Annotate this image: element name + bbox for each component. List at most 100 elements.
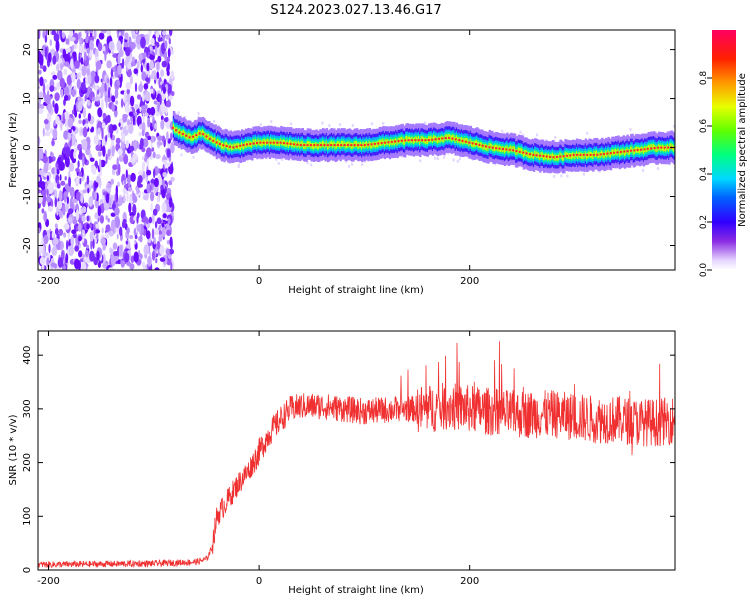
heatmap-ridge-cell bbox=[647, 144, 650, 151]
heatmap-noise-cell bbox=[67, 216, 73, 223]
heatmap-ridge-cell bbox=[483, 144, 486, 150]
heatmap-noise-cell bbox=[91, 184, 94, 189]
heatmap-ridge-cell bbox=[210, 135, 213, 142]
heatmap-noise-cell bbox=[94, 85, 98, 91]
heatmap-ridge-cell bbox=[335, 142, 338, 149]
heatmap-ridge-cell bbox=[217, 138, 219, 145]
heatmap-ridge-peak bbox=[410, 139, 414, 142]
heatmap-ridge-cell bbox=[460, 137, 463, 143]
heatmap-ridge-cell bbox=[386, 139, 389, 146]
heatmap-ridge-peak bbox=[565, 154, 569, 157]
heatmap-ridge-cell bbox=[491, 143, 493, 150]
heatmap-ridge-cell bbox=[301, 140, 304, 147]
heatmap-ridge-cell bbox=[297, 140, 300, 147]
heatmap-ridge-peak bbox=[377, 142, 380, 145]
heatmap-ridge-cell bbox=[560, 153, 563, 160]
heatmap-noise-cell bbox=[81, 215, 86, 222]
heatmap-noise-cell bbox=[144, 112, 149, 117]
heatmap-ridge-peak bbox=[639, 148, 643, 151]
heatmap-ridge-cell bbox=[285, 141, 287, 148]
heatmap-noise-cell bbox=[50, 71, 56, 76]
snr-panel: -200 0 200 0 100 200 300 400 Height of straight… bbox=[8, 330, 676, 596]
heatmap-ridge-cell bbox=[239, 144, 242, 151]
heatmap-noise-cell bbox=[127, 186, 133, 192]
heatmap-noise-cell bbox=[129, 263, 135, 270]
heatmap-ridge-cell bbox=[404, 138, 406, 145]
heatmap-ridge-peak bbox=[242, 143, 245, 147]
heatmap-ridge-peak bbox=[356, 143, 360, 147]
heatmap-ridge-cell bbox=[554, 154, 557, 161]
heatmap-noise-cell bbox=[213, 119, 216, 123]
heatmap-ridge-cell bbox=[374, 141, 377, 148]
snr-series-line bbox=[38, 341, 675, 569]
heatmap-noise-cell bbox=[87, 86, 91, 94]
heatmap-noise-cell bbox=[77, 143, 83, 151]
heatmap-noise-cell bbox=[139, 137, 144, 150]
heatmap-noise-cell bbox=[68, 162, 74, 172]
heatmap-noise-cell bbox=[53, 33, 60, 42]
heatmap-ridge-peak bbox=[212, 139, 215, 143]
heatmap-noise-cell bbox=[116, 233, 119, 240]
heatmap-ridge-cell bbox=[439, 136, 442, 143]
heatmap-ridge-cell bbox=[401, 136, 404, 143]
heatmap-noise-cell bbox=[148, 108, 151, 114]
heatmap-noise-cell bbox=[112, 164, 118, 171]
heatmap-noise-cell bbox=[109, 76, 113, 88]
heatmap-noise-cell bbox=[147, 255, 152, 267]
heatmap-noise-cell bbox=[159, 244, 165, 256]
heatmap-noise-cell bbox=[129, 145, 135, 152]
heatmap-noise-cell bbox=[38, 189, 42, 194]
heatmap-ridge-cell bbox=[326, 143, 329, 150]
heatmap-ridge-cell bbox=[354, 141, 357, 147]
heatmap-ridge-cell bbox=[420, 136, 423, 142]
snr-axes: -200 0 200 0 100 200 300 400 bbox=[22, 331, 675, 587]
heatmap-ridge-peak bbox=[451, 137, 454, 140]
heatmap-noise-cell bbox=[168, 38, 171, 45]
heatmap-noise-cell bbox=[154, 122, 157, 130]
heatmap-ridge-peak bbox=[333, 143, 336, 147]
heatmap-noise-cell bbox=[71, 198, 78, 204]
heatmap-noise-cell bbox=[156, 217, 162, 225]
heatmap-noise-cell bbox=[102, 112, 107, 119]
heatmap-noise-cell bbox=[153, 168, 156, 179]
heatmap-ridge-cell bbox=[592, 153, 594, 159]
heatmap-ridge-peak bbox=[535, 154, 538, 157]
heatmap-noise-cell bbox=[96, 250, 100, 261]
heatmap-ridge-cell bbox=[356, 140, 358, 147]
heatmap-ridge-cell bbox=[270, 138, 272, 145]
heatmap-noise-cell bbox=[107, 148, 111, 157]
heatmap-noise-cell bbox=[150, 202, 153, 212]
heatmap-ridge-peak bbox=[427, 138, 430, 142]
heatmap-noise-cell bbox=[149, 252, 152, 257]
heatmap-noise-cell bbox=[142, 170, 146, 180]
heatmap-noise-cell bbox=[156, 240, 161, 250]
heatmap-ridge-cell bbox=[489, 143, 492, 150]
heatmap-noise-cell bbox=[46, 175, 50, 182]
heatmap-noise-cell bbox=[160, 115, 164, 121]
heatmap-noise-cell bbox=[41, 189, 47, 198]
heatmap-noise-cell bbox=[88, 196, 94, 207]
heatmap-noise-cell bbox=[38, 182, 44, 188]
heatmap-ridge-peak bbox=[518, 150, 521, 154]
heatmap-ridge-cell bbox=[656, 146, 659, 152]
heatmap-ridge-cell bbox=[247, 140, 250, 147]
heatmap-noise-cell bbox=[87, 187, 90, 194]
heatmap-noise-cell bbox=[59, 174, 62, 181]
heatmap-noise-cell bbox=[130, 42, 136, 50]
heatmap-ridge-peak bbox=[225, 144, 228, 148]
heatmap-noise-cell bbox=[59, 30, 62, 38]
heatmap-noise-cell bbox=[162, 35, 166, 43]
heatmap-ridge-cell bbox=[669, 143, 672, 150]
heatmap-noise-cell bbox=[566, 174, 569, 178]
heatmap-noise-cell bbox=[145, 77, 150, 82]
heatmap-ridge-cell bbox=[487, 145, 490, 152]
heatmap-ridge-cell bbox=[577, 153, 579, 160]
heatmap-noise-cell bbox=[160, 36, 163, 42]
heatmap-noise-cell bbox=[74, 245, 80, 252]
heatmap-ridge-cell bbox=[550, 154, 553, 160]
heatmap-ridge-peak bbox=[178, 131, 181, 134]
heatmap-ridge-cell bbox=[670, 143, 673, 150]
heatmap-ridge-cell bbox=[417, 136, 420, 142]
heatmap-noise-cell bbox=[93, 96, 100, 102]
heatmap-ridge-cell bbox=[639, 147, 641, 154]
